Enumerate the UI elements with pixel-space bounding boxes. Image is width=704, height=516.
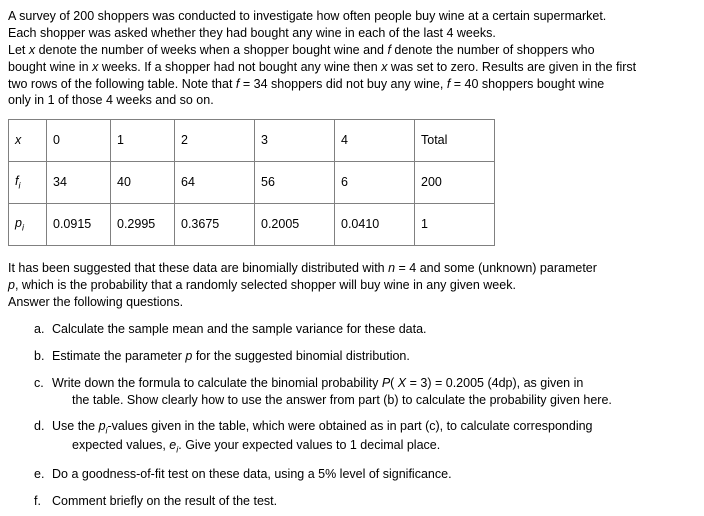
question-f: f. Comment briefly on the result of the … xyxy=(34,493,694,510)
question-label: e. xyxy=(34,466,52,483)
intro-line: bought wine in xyxy=(8,60,92,74)
question-label: c. xyxy=(34,375,52,409)
cell: 64 xyxy=(175,162,255,204)
question-text: Write down the formula to calculate the … xyxy=(52,375,694,409)
cell: 40 xyxy=(111,162,175,204)
txt: Estimate the parameter xyxy=(52,349,185,363)
cell: 56 xyxy=(255,162,335,204)
txt: Use the xyxy=(52,419,99,433)
txt: . Give your expected values to 1 decimal… xyxy=(178,438,440,452)
question-d: d. Use the pi-values given in the table,… xyxy=(34,418,694,455)
var-p: p xyxy=(8,278,15,292)
intro-text: A survey of 200 shoppers was conducted t… xyxy=(8,8,694,109)
question-text: Calculate the sample mean and the sample… xyxy=(52,321,694,338)
cell: 0.2005 xyxy=(255,204,335,246)
header-fi: fi xyxy=(9,162,47,204)
question-text: Use the pi-values given in the table, wh… xyxy=(52,418,694,455)
cell: 2 xyxy=(175,120,255,162)
cell: 0 xyxy=(47,120,111,162)
question-label: f. xyxy=(34,493,52,510)
var-X: X xyxy=(398,376,406,390)
cell: 6 xyxy=(335,162,415,204)
question-e: e. Do a goodness-of-fit test on these da… xyxy=(34,466,694,483)
question-b: b. Estimate the parameter p for the sugg… xyxy=(34,348,694,365)
intro-line: Let xyxy=(8,43,29,57)
data-table: x 0 1 2 3 4 Total fi 34 40 64 56 6 200 p… xyxy=(8,119,495,246)
cell: 1 xyxy=(111,120,175,162)
var-p: p xyxy=(99,419,106,433)
sub-i: i xyxy=(22,223,24,233)
intro-line: two rows of the following table. Note th… xyxy=(8,77,236,91)
intro-line: denote the number of weeks when a shoppe… xyxy=(35,43,387,57)
txt: = 3) = 0.2005 (4dp), as given in xyxy=(406,376,583,390)
question-text: Comment briefly on the result of the tes… xyxy=(52,493,694,510)
question-a: a. Calculate the sample mean and the sam… xyxy=(34,321,694,338)
question-text: Estimate the parameter p for the suggest… xyxy=(52,348,694,365)
mid-text: It has been suggested that these data ar… xyxy=(8,260,694,311)
intro-line: weeks. If a shopper had not bought any w… xyxy=(98,60,381,74)
sub-i: i xyxy=(18,181,20,191)
intro-line: Each shopper was asked whether they had … xyxy=(8,26,496,40)
mid-line: Answer the following questions. xyxy=(8,295,183,309)
cell: 4 xyxy=(335,120,415,162)
table-row: fi 34 40 64 56 6 200 xyxy=(9,162,495,204)
question-label: a. xyxy=(34,321,52,338)
mid-line: = 4 and some (unknown) parameter xyxy=(395,261,597,275)
cell: 0.2995 xyxy=(111,204,175,246)
question-text: Do a goodness-of-fit test on these data,… xyxy=(52,466,694,483)
table-row: x 0 1 2 3 4 Total xyxy=(9,120,495,162)
txt-indent: expected values, ei. Give your expected … xyxy=(52,437,694,456)
question-label: d. xyxy=(34,418,52,455)
intro-line: = 34 shoppers did not buy any wine, xyxy=(239,77,446,91)
cell-total: Total xyxy=(415,120,495,162)
mid-line: , which is the probability that a random… xyxy=(15,278,516,292)
var-P: P xyxy=(382,376,390,390)
header-pi: pi xyxy=(9,204,47,246)
intro-line: A survey of 200 shoppers was conducted t… xyxy=(8,9,606,23)
header-x: x xyxy=(9,120,47,162)
txt: Write down the formula to calculate the … xyxy=(52,376,382,390)
txt: expected values, xyxy=(72,438,169,452)
cell-total: 200 xyxy=(415,162,495,204)
txt: -values given in the table, which were o… xyxy=(108,419,593,433)
intro-line: denote the number of shoppers who xyxy=(391,43,595,57)
cell: 0.0410 xyxy=(335,204,415,246)
mid-line: It has been suggested that these data ar… xyxy=(8,261,388,275)
cell: 0.0915 xyxy=(47,204,111,246)
txt-indent: the table. Show clearly how to use the a… xyxy=(52,392,694,409)
cell: 34 xyxy=(47,162,111,204)
table-row: pi 0.0915 0.2995 0.3675 0.2005 0.0410 1 xyxy=(9,204,495,246)
txt: for the suggested binomial distribution. xyxy=(192,349,410,363)
intro-line: was set to zero. Results are given in th… xyxy=(387,60,636,74)
cell: 0.3675 xyxy=(175,204,255,246)
cell: 3 xyxy=(255,120,335,162)
cell-total: 1 xyxy=(415,204,495,246)
question-c: c. Write down the formula to calculate t… xyxy=(34,375,694,409)
intro-line: = 40 shoppers bought wine xyxy=(450,77,604,91)
questions-list: a. Calculate the sample mean and the sam… xyxy=(8,321,694,510)
intro-line: only in 1 of those 4 weeks and so on. xyxy=(8,93,214,107)
var-p: p xyxy=(15,216,22,230)
question-label: b. xyxy=(34,348,52,365)
txt: ( xyxy=(390,376,398,390)
